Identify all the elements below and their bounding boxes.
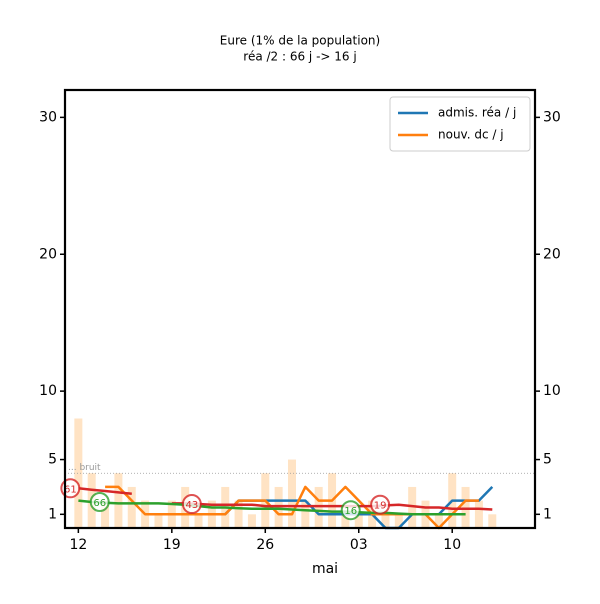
plot-frame: [63, 88, 537, 530]
bar: [314, 486, 323, 528]
x-tick-label: 10: [443, 537, 461, 553]
annotation-marker: [370, 494, 391, 515]
bar: [474, 500, 483, 528]
bar: [354, 514, 363, 528]
y-tick-label: 20: [543, 246, 561, 262]
x-tick-label: 26: [256, 537, 274, 553]
y-tick-label: 30: [39, 109, 57, 125]
chart-subtitle: réa /2 : 66 j -> 16 j: [243, 50, 356, 64]
y-tick-label: 30: [543, 109, 561, 125]
bar: [274, 486, 283, 528]
legend-label: admis. réa / j: [438, 106, 516, 120]
y-tick-label: 5: [48, 452, 57, 468]
x-tick-label: 19: [163, 537, 181, 553]
bar: [154, 514, 163, 528]
annotation-label: 43: [185, 500, 198, 511]
bar: [461, 486, 470, 528]
annotation-label: 61: [64, 484, 77, 495]
bar: [434, 514, 443, 528]
y-tick-label: 10: [39, 383, 57, 399]
bar: [287, 459, 296, 528]
y-tick-label: 20: [39, 246, 57, 262]
series-line: [78, 499, 466, 516]
bar: [408, 486, 417, 528]
annotation-label: 66: [93, 498, 106, 509]
annotation-marker: [89, 491, 110, 512]
bar: [247, 514, 256, 528]
legend-label: nouv. dc / j: [438, 128, 504, 142]
bar: [381, 514, 390, 528]
bar: [234, 500, 243, 528]
y-tick-label: 1: [543, 506, 552, 522]
legend-box: [389, 96, 531, 152]
bar: [488, 514, 497, 528]
bar: [194, 514, 203, 528]
annotation-label: 16: [344, 506, 357, 517]
bar: [74, 418, 83, 528]
annotation-marker: [181, 494, 202, 515]
bar: [127, 486, 136, 528]
bar: [101, 500, 110, 528]
bar: [114, 473, 123, 528]
y-tick-label: 1: [48, 506, 57, 522]
chart-title: Eure (1% de la population): [220, 34, 380, 48]
annotation-label: 19: [374, 501, 387, 512]
y-tick-label: 10: [543, 383, 561, 399]
noise-label: ... bruit: [68, 463, 101, 473]
bar: [301, 500, 310, 528]
series-line: [78, 487, 493, 511]
bar: [394, 514, 403, 528]
x-axis-label: mai: [312, 561, 338, 577]
x-tick-label: 03: [350, 537, 368, 553]
annotation-marker: [340, 500, 361, 521]
y-tick-label: 5: [543, 452, 552, 468]
x-tick-label: 12: [69, 537, 87, 553]
bar: [341, 514, 350, 528]
